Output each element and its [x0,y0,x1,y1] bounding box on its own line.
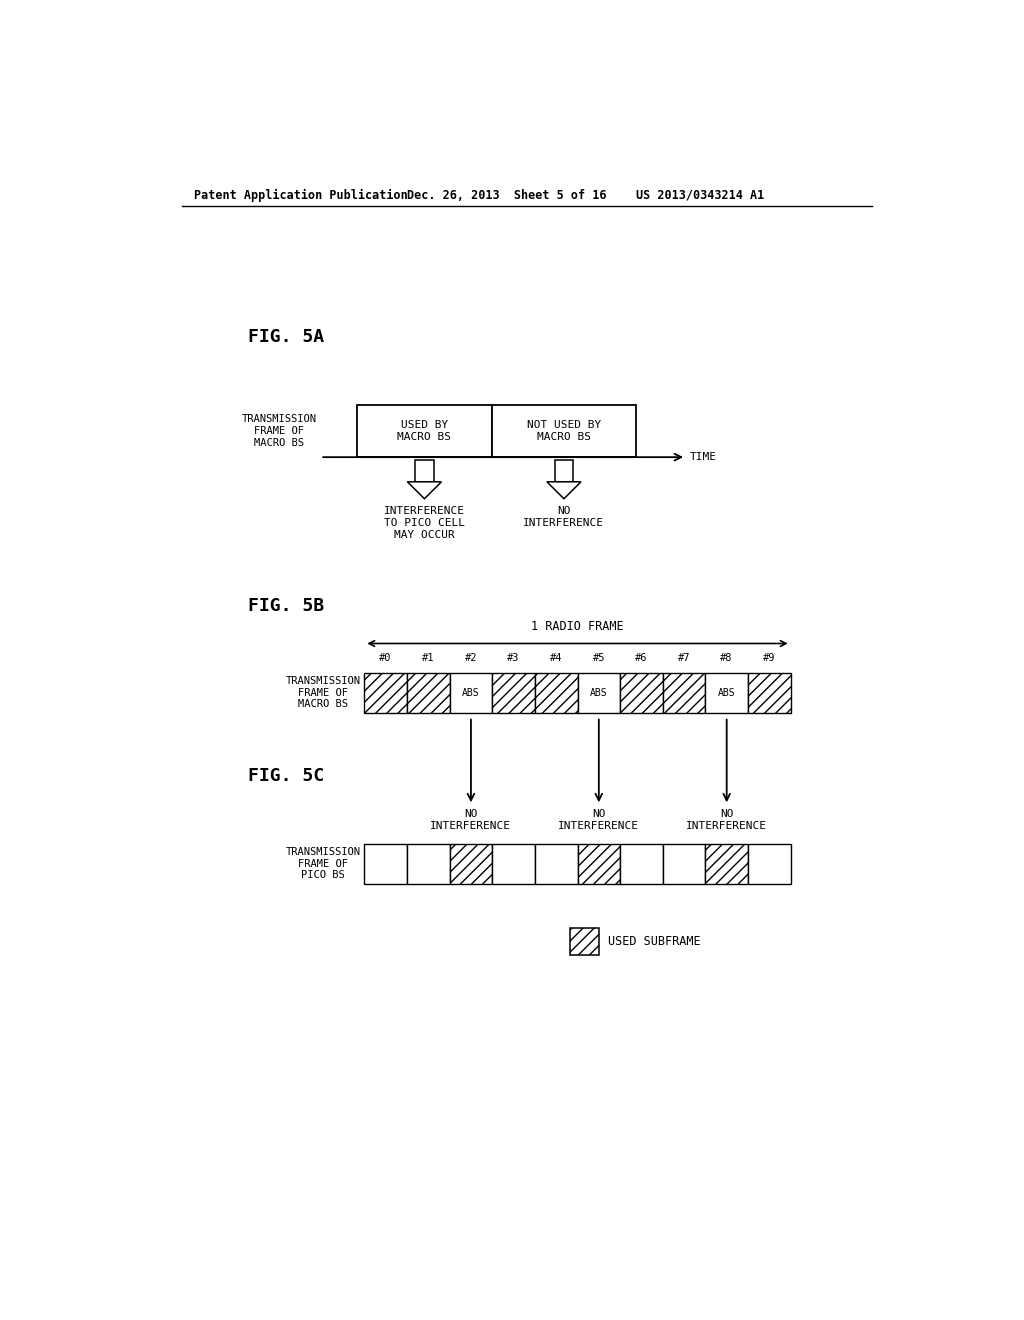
Text: FIG. 5A: FIG. 5A [248,327,325,346]
Bar [578,673,621,713]
Text: INTERFERENCE
TO PICO CELL
MAY OCCUR: INTERFERENCE TO PICO CELL MAY OCCUR [384,507,465,540]
Bar [663,843,706,884]
Bar [356,405,493,457]
Text: #3: #3 [507,653,520,663]
Bar [578,843,621,884]
Text: 1 RADIO FRAME: 1 RADIO FRAME [531,619,624,632]
Bar [555,461,573,482]
Text: #2: #2 [465,653,477,663]
Polygon shape [547,482,581,499]
Bar [706,843,748,884]
Bar [407,673,450,713]
Bar [407,843,450,884]
Text: #9: #9 [763,653,775,663]
Bar [493,843,535,884]
Text: ABS: ABS [718,688,735,698]
Bar [569,928,599,956]
Text: Dec. 26, 2013  Sheet 5 of 16: Dec. 26, 2013 Sheet 5 of 16 [407,189,606,202]
Bar [748,843,791,884]
Bar [621,843,663,884]
Text: NO
INTERFERENCE: NO INTERFERENCE [523,507,604,528]
Text: NO
INTERFERENCE: NO INTERFERENCE [686,809,767,830]
Bar [535,673,578,713]
Text: USED SUBFRAME: USED SUBFRAME [608,936,701,948]
Text: TRANSMISSION
FRAME OF
MACRO BS: TRANSMISSION FRAME OF MACRO BS [242,414,316,447]
Bar [415,461,434,482]
Text: FIG. 5B: FIG. 5B [248,597,325,615]
Bar [365,673,407,713]
Text: #8: #8 [721,653,733,663]
Bar [621,673,663,713]
Text: ABS: ABS [462,688,480,698]
Bar [706,673,748,713]
Bar [748,673,791,713]
Bar [493,673,535,713]
Bar [450,673,493,713]
Polygon shape [408,482,441,499]
Text: #0: #0 [380,653,392,663]
Bar [493,405,636,457]
Text: TRANSMISSION
FRAME OF
PICO BS: TRANSMISSION FRAME OF PICO BS [286,847,360,880]
Bar [663,673,706,713]
Text: TRANSMISSION
FRAME OF
MACRO BS: TRANSMISSION FRAME OF MACRO BS [286,676,360,709]
Bar [365,843,407,884]
Text: #4: #4 [550,653,562,663]
Text: #1: #1 [422,653,434,663]
Text: Patent Application Publication: Patent Application Publication [194,189,408,202]
Text: USED BY
MACRO BS: USED BY MACRO BS [397,420,452,442]
Text: #5: #5 [593,653,605,663]
Bar [535,843,578,884]
Text: US 2013/0343214 A1: US 2013/0343214 A1 [636,189,764,202]
Text: ABS: ABS [590,688,607,698]
Text: TIME: TIME [690,453,717,462]
Bar [450,843,493,884]
Text: NO
INTERFERENCE: NO INTERFERENCE [430,809,511,830]
Text: #7: #7 [678,653,690,663]
Text: NOT USED BY
MACRO BS: NOT USED BY MACRO BS [526,420,601,442]
Text: #6: #6 [635,653,648,663]
Text: NO
INTERFERENCE: NO INTERFERENCE [558,809,639,830]
Text: FIG. 5C: FIG. 5C [248,767,325,784]
